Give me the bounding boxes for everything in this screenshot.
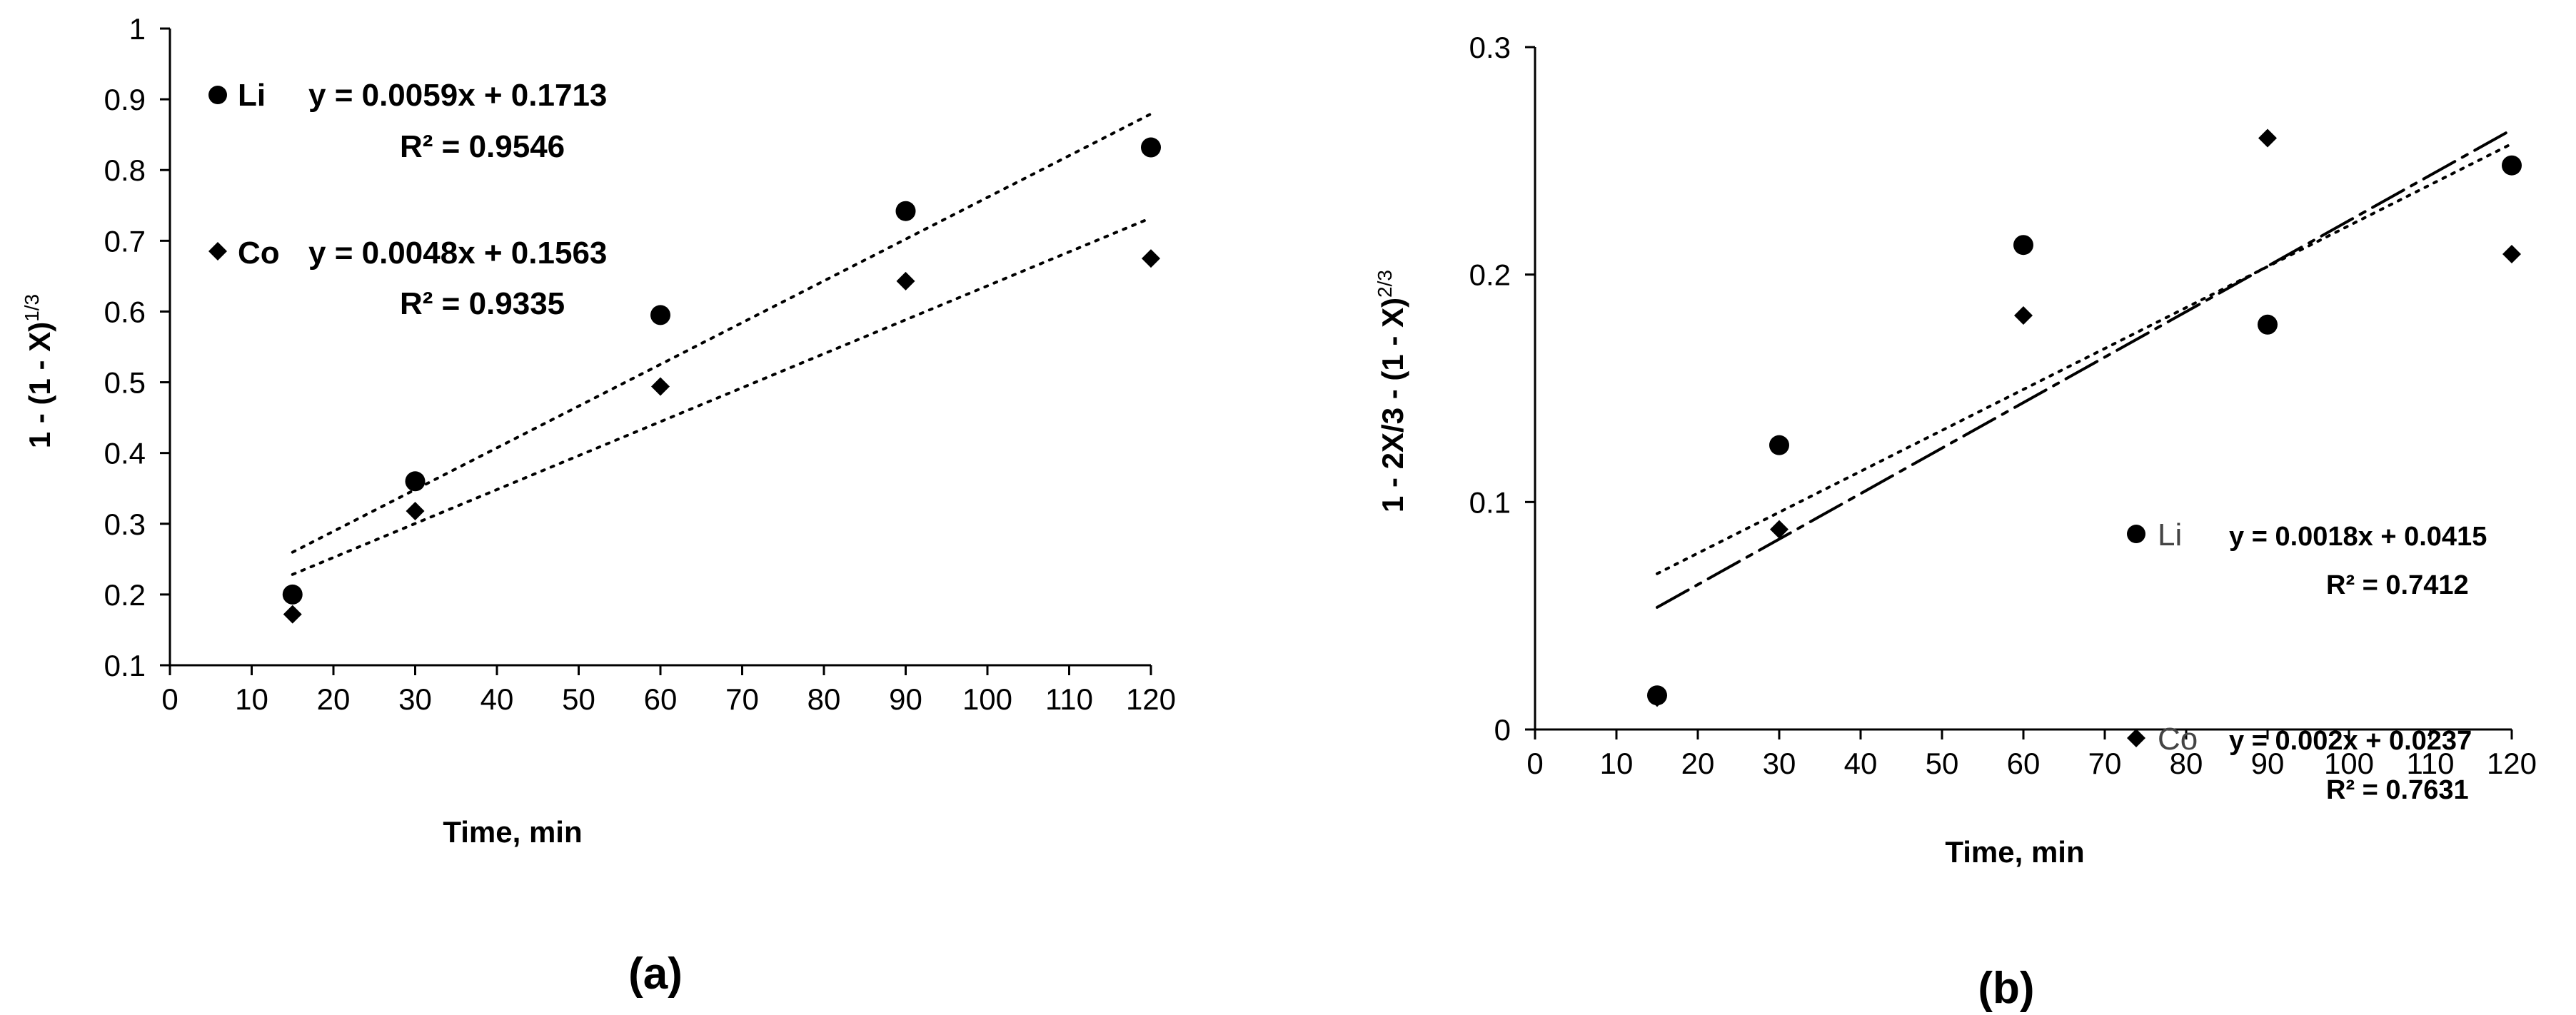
chart-a-x-tick-label: 40 xyxy=(481,682,514,716)
chart-b-ticks: 0 10 20 30 40 50 60 70 80 90 100 110 120 0 0.1 0.2 0.3 xyxy=(1469,31,2537,780)
chart-a-axes xyxy=(168,29,1151,667)
chart-b-legend-li-marker xyxy=(2127,525,2145,543)
chart-b-x-tick-label: 40 xyxy=(1844,747,1878,780)
chart-a: 0 10 20 30 40 50 60 70 80 90 100 110 120 0.1 0.2 0.3 0.4… xyxy=(21,12,1176,999)
chart-a-y-tick-label: 0.7 xyxy=(104,224,146,258)
chart-a-legend-li-marker xyxy=(208,86,227,104)
chart-a-x-tick-label: 70 xyxy=(725,682,759,716)
chart-b-point-co xyxy=(1770,520,1788,539)
chart-b: 0 10 20 30 40 50 60 70 80 90 100 110 120 0 0.1 0.2 0.3 T… xyxy=(1374,31,2537,1013)
chart-a-point-co xyxy=(406,501,425,520)
chart-a-y-tick-label: 0.5 xyxy=(104,366,146,400)
chart-a-legend-li-label: Li xyxy=(238,78,266,113)
chart-a-point-co xyxy=(1142,249,1160,268)
chart-a-point-li xyxy=(895,201,916,221)
chart-a-x-tick-label: 0 xyxy=(161,682,178,716)
chart-a-x-tick-label: 100 xyxy=(962,682,1012,716)
chart-a-trendline-li xyxy=(291,112,1152,554)
chart-b-trendlines xyxy=(1656,128,2513,609)
chart-b-y-axis-label-sup: 2/3 xyxy=(1374,270,1396,298)
chart-a-x-tick-label: 60 xyxy=(644,682,678,716)
chart-a-point-li xyxy=(405,471,426,492)
chart-b-x-tick-label: 20 xyxy=(1681,747,1715,780)
chart-b-li-equation: y = 0.0018x + 0.0415 xyxy=(2229,522,2487,552)
chart-b-point-co xyxy=(2014,306,2033,325)
chart-a-x-tick-label: 20 xyxy=(317,682,351,716)
chart-b-trendline-li xyxy=(1656,142,2513,575)
chart-a-y-axis-label: 1 - (1 - X)1/3 xyxy=(21,294,56,448)
chart-a-ticks: 0 10 20 30 40 50 60 70 80 90 100 110 120 0.1 0.2 0.3 0.4… xyxy=(104,12,1176,716)
chart-b-x-tick-label: 70 xyxy=(2088,747,2122,780)
chart-b-point-li xyxy=(1769,435,1789,455)
chart-a-co-equation: y = 0.0048x + 0.1563 xyxy=(308,236,607,271)
chart-b-x-tick-label: 80 xyxy=(2170,747,2203,780)
chart-a-y-axis-label-sup: 1/3 xyxy=(21,294,43,322)
chart-b-legend-co-marker xyxy=(2127,729,2145,747)
chart-b-co-equation: y = 0.002x + 0.0237 xyxy=(2229,726,2472,756)
chart-a-x-tick-label: 50 xyxy=(562,682,595,716)
chart-b-x-tick-label: 100 xyxy=(2324,747,2374,780)
chart-a-point-li xyxy=(282,584,303,605)
chart-b-point-co xyxy=(2502,244,2521,263)
chart-b-points xyxy=(1647,128,2522,707)
chart-a-x-tick-label: 80 xyxy=(807,682,841,716)
chart-b-y-axis-label-main: 1 - 2X/3 - (1 - X) xyxy=(1376,298,1409,512)
chart-b-trendline-co xyxy=(1656,128,2513,609)
chart-a-legend-co-marker xyxy=(208,242,227,261)
chart-b-x-tick-label: 60 xyxy=(2007,747,2041,780)
chart-a-li-r2: R² = 0.9546 xyxy=(400,129,565,164)
chart-b-panel-label: (b) xyxy=(1978,964,2034,1013)
chart-b-x-axis-label: Time, min xyxy=(1945,835,2084,869)
chart-a-x-tick-label: 10 xyxy=(235,682,268,716)
chart-a-li-equation: y = 0.0059x + 0.1713 xyxy=(308,78,607,113)
chart-b-point-li xyxy=(2258,314,2278,335)
chart-a-points xyxy=(282,137,1161,624)
chart-b-y-tick-label: 0.2 xyxy=(1469,258,1511,292)
chart-b-y-tick-label: 0.1 xyxy=(1469,485,1511,519)
chart-b-legend-co-label: Co xyxy=(2158,722,2198,757)
chart-a-y-tick-label: 0.9 xyxy=(104,83,146,116)
chart-a-x-axis-label: Time, min xyxy=(443,815,582,849)
chart-b-y-axis-label: 1 - 2X/3 - (1 - X)2/3 xyxy=(1374,270,1409,512)
chart-a-y-tick-label: 0.2 xyxy=(104,578,146,612)
chart-b-point-li xyxy=(2502,155,2522,176)
chart-a-y-tick-label: 0.1 xyxy=(104,649,146,682)
chart-b-li-r2: R² = 0.7412 xyxy=(2326,570,2469,600)
chart-b-x-tick-label: 120 xyxy=(2487,747,2537,780)
chart-b-point-li xyxy=(2013,235,2033,256)
chart-a-x-tick-label: 90 xyxy=(889,682,922,716)
chart-b-point-co xyxy=(2258,128,2277,148)
chart-a-y-tick-label: 0.3 xyxy=(104,508,146,541)
chart-a-point-li xyxy=(1141,137,1161,158)
chart-b-point-co xyxy=(1648,688,1666,707)
chart-a-y-tick-label: 0.8 xyxy=(104,153,146,187)
chart-a-y-axis-label-main: 1 - (1 - X) xyxy=(23,322,56,448)
chart-b-co-r2: R² = 0.7631 xyxy=(2326,775,2469,805)
chart-a-point-co xyxy=(283,605,302,624)
chart-a-point-co xyxy=(651,377,670,396)
chart-b-x-tick-label: 10 xyxy=(1600,747,1634,780)
chart-a-co-r2: R² = 0.9335 xyxy=(400,286,565,321)
chart-a-trendline-co xyxy=(291,216,1152,576)
chart-b-y-tick-label: 0.3 xyxy=(1469,31,1511,64)
chart-a-y-tick-label: 0.4 xyxy=(104,437,146,470)
chart-a-x-tick-label: 110 xyxy=(1045,682,1093,716)
chart-b-x-tick-label: 30 xyxy=(1763,747,1796,780)
chart-b-y-tick-label: 0 xyxy=(1494,713,1511,747)
chart-b-x-tick-label: 110 xyxy=(2407,747,2455,780)
chart-a-trendlines xyxy=(291,112,1152,576)
chart-a-y-tick-label: 0.6 xyxy=(104,295,146,328)
chart-b-x-tick-label: 50 xyxy=(1926,747,1959,780)
chart-b-x-tick-label: 90 xyxy=(2251,747,2285,780)
chart-a-x-tick-label: 30 xyxy=(398,682,432,716)
chart-a-y-tick-label: 1 xyxy=(129,12,146,46)
chart-b-x-tick-label: 0 xyxy=(1526,747,1543,780)
chart-b-legend-li-label: Li xyxy=(2158,517,2182,552)
chart-a-legend-co-label: Co xyxy=(238,236,280,271)
chart-a-x-tick-label: 120 xyxy=(1126,682,1176,716)
chart-a-panel-label: (a) xyxy=(628,949,683,999)
chart-a-point-co xyxy=(896,271,915,291)
chart-a-point-li xyxy=(650,305,670,325)
